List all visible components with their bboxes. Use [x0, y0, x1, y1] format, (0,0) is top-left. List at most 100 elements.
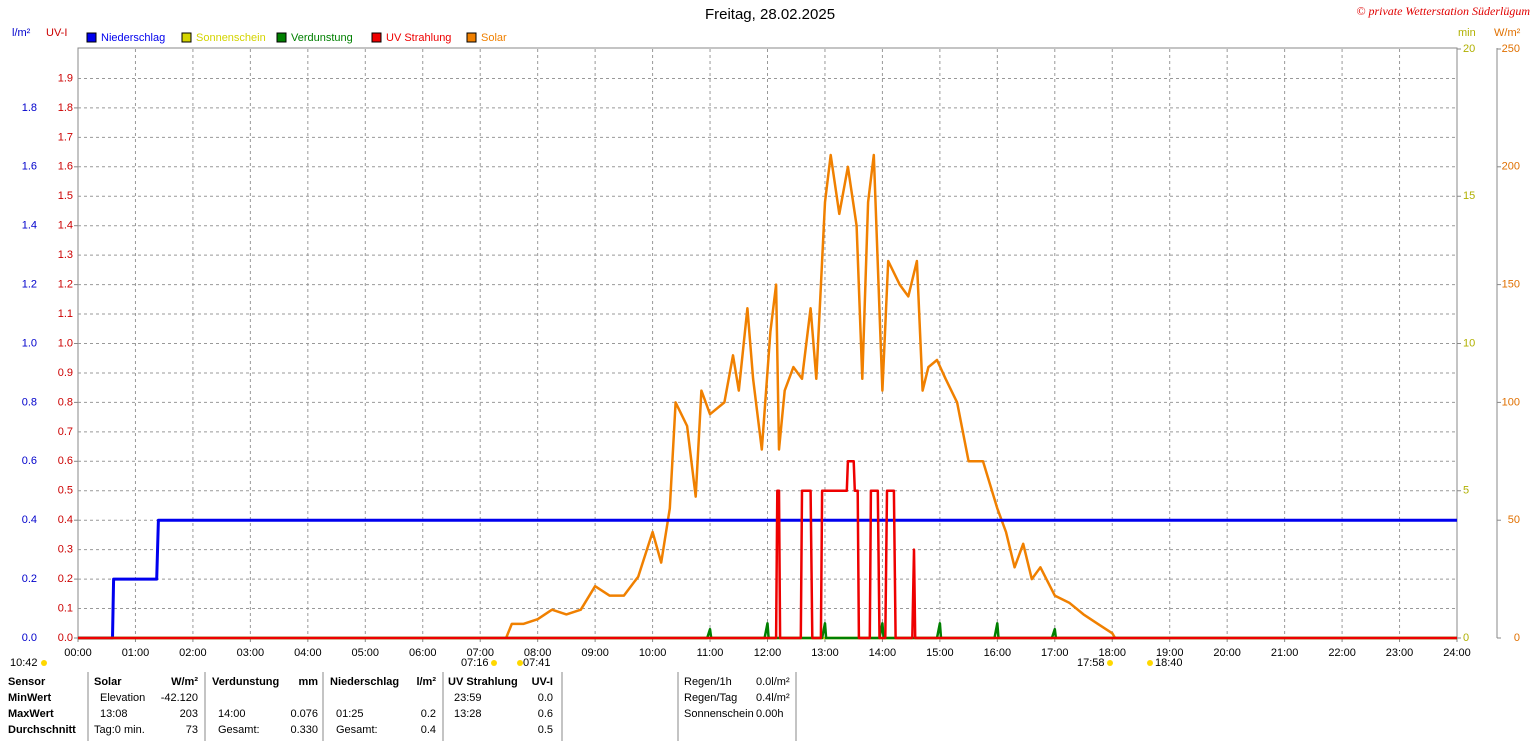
legend-label: Verdunstung	[291, 32, 353, 44]
y-tick-label: 0.0	[22, 632, 37, 644]
column-unit: W/m²	[171, 676, 198, 688]
legend-swatch	[276, 32, 287, 43]
y2-tick-label: 15	[1463, 190, 1475, 202]
series-line	[504, 153, 1117, 639]
sun-icon	[41, 660, 47, 666]
y3-tick-label: 100	[1502, 396, 1520, 408]
uv-tick-label: 0.3	[58, 544, 73, 556]
x-tick-label: 13:00	[811, 647, 839, 659]
legend-swatch	[371, 32, 382, 43]
axis-label: min	[1458, 27, 1476, 39]
y-tick-label: 0.2	[22, 573, 37, 585]
cell-value: -42.120	[161, 692, 198, 704]
cell-label: Elevation	[100, 692, 145, 704]
uv-tick-label: 0.0	[58, 632, 73, 644]
cell-value: 0.6	[538, 708, 553, 720]
copyright: © private Wetterstation Süderlügum	[1356, 4, 1530, 18]
column-unit: UV-I	[532, 676, 553, 688]
uv-tick-label: 1.0	[58, 337, 73, 349]
uv-tick-label: 1.3	[58, 249, 73, 261]
sun-icon	[517, 660, 523, 666]
cell-label: 13:08	[100, 708, 128, 720]
x-tick-label: 11:00	[697, 647, 724, 659]
uv-tick-label: 0.2	[58, 573, 73, 585]
y-tick-label: 1.2	[22, 279, 37, 291]
uv-tick-label: 1.1	[58, 308, 73, 320]
cell-value: 0.2	[421, 708, 436, 720]
x-tick-label: 20:00	[1213, 647, 1241, 659]
sun-time: 17:58	[1077, 657, 1105, 669]
x-tick-label: 08:00	[524, 647, 552, 659]
cell-label: 01:25	[336, 708, 364, 720]
extra-label: Sonnenschein	[684, 708, 754, 720]
sun-time: 10:42	[10, 657, 38, 669]
column-unit: l/m²	[416, 676, 436, 688]
column-unit: mm	[298, 676, 318, 688]
legend-label: Sonnenschein	[196, 32, 266, 44]
x-tick-label: 16:00	[984, 647, 1012, 659]
cell-value: 0.330	[290, 724, 318, 736]
x-tick-label: 22:00	[1328, 647, 1356, 659]
sun-icon	[1107, 660, 1113, 666]
y3-tick-label: 250	[1502, 43, 1520, 55]
axis-label: W/m²	[1494, 27, 1521, 39]
y3-tick-label: 50	[1508, 514, 1520, 526]
x-tick-label: 18:00	[1098, 647, 1126, 659]
column-header: Solar	[94, 676, 122, 688]
y3-tick-label: 0	[1514, 632, 1520, 644]
uv-tick-label: 1.8	[58, 102, 73, 114]
sun-time: 18:40	[1155, 657, 1183, 669]
cell-label: Gesamt:	[218, 724, 260, 736]
extra-label: Regen/Tag	[684, 692, 737, 704]
cell-label: 13:28	[454, 708, 482, 720]
uv-tick-label: 0.9	[58, 367, 73, 379]
y-tick-label: 1.6	[22, 161, 37, 173]
y-tick-label: 1.8	[22, 102, 37, 114]
cell-value: 0.076	[290, 708, 318, 720]
x-tick-label: 24:00	[1443, 647, 1471, 659]
legend-swatch	[181, 32, 192, 43]
x-tick-label: 07:00	[466, 647, 494, 659]
y3-tick-label: 150	[1502, 279, 1520, 291]
uv-tick-label: 0.1	[58, 602, 73, 614]
y2-tick-label: 5	[1463, 485, 1469, 497]
y-tick-label: 0.6	[22, 455, 37, 467]
legend-swatch	[86, 32, 97, 43]
extra-value: 0.4l/m²	[756, 692, 790, 704]
cell-value: 0.4	[421, 724, 436, 736]
axis-label: UV-I	[46, 27, 67, 39]
legend-label: Niederschlag	[101, 32, 165, 44]
cell-label: Tag:0 min.	[94, 724, 145, 736]
extra-value: 0.0l/m²	[756, 676, 790, 688]
cell-value: 0.5	[538, 724, 553, 736]
x-tick-label: 02:00	[179, 647, 207, 659]
cell-label: Gesamt:	[336, 724, 378, 736]
uv-tick-label: 1.4	[58, 220, 73, 232]
axis-label: l/m²	[12, 27, 31, 39]
uv-tick-label: 0.4	[58, 514, 73, 526]
sun-icon	[491, 660, 497, 666]
y2-tick-label: 0	[1463, 632, 1469, 644]
cell-label: 23:59	[454, 692, 482, 704]
cell-value: 73	[186, 724, 198, 736]
uv-tick-label: 1.7	[58, 131, 73, 143]
x-tick-label: 15:00	[926, 647, 954, 659]
y2-tick-label: 10	[1463, 337, 1475, 349]
x-tick-label: 03:00	[237, 647, 265, 659]
sun-time: 07:41	[523, 657, 551, 669]
x-tick-label: 05:00	[352, 647, 380, 659]
y-tick-label: 0.8	[22, 396, 37, 408]
cell-value: 203	[180, 708, 198, 720]
chart-title: Freitag, 28.02.2025	[705, 6, 835, 23]
uv-tick-label: 1.5	[58, 190, 73, 202]
x-tick-label: 17:00	[1041, 647, 1069, 659]
x-tick-label: 12:00	[754, 647, 782, 659]
x-tick-label: 21:00	[1271, 647, 1299, 659]
cell-value: 0.0	[538, 692, 553, 704]
y2-tick-label: 20	[1463, 43, 1475, 55]
legend-swatch	[466, 32, 477, 43]
column-header: Verdunstung	[212, 676, 279, 688]
x-tick-label: 01:00	[122, 647, 150, 659]
column-header: Niederschlag	[330, 676, 399, 688]
